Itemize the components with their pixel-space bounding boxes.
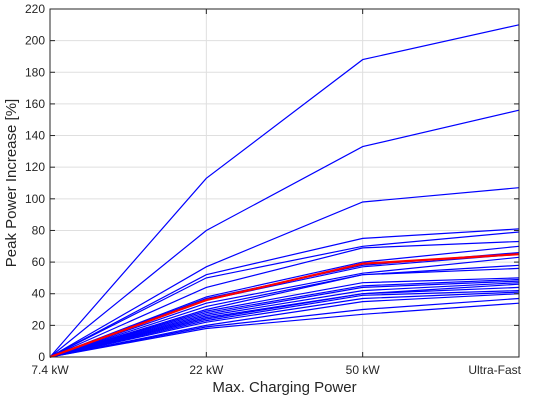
series-line bbox=[49, 280, 520, 358]
plot-frame bbox=[49, 8, 520, 358]
x-tick-label: 50 kW bbox=[346, 363, 381, 377]
series-line bbox=[49, 278, 520, 358]
series-line bbox=[49, 277, 520, 358]
series-line bbox=[49, 267, 520, 358]
series-line bbox=[49, 231, 520, 358]
x-tick-label: Ultra-Fast bbox=[468, 363, 521, 377]
y-tick-label: 80 bbox=[32, 223, 46, 237]
y-tick-label: 20 bbox=[32, 318, 46, 332]
series-line bbox=[49, 291, 520, 358]
x-tick-label: 7.4 kW bbox=[31, 363, 69, 377]
y-tick-label: 140 bbox=[25, 129, 45, 143]
y-tick-label: 60 bbox=[32, 255, 46, 269]
y-tick-label: 160 bbox=[25, 97, 45, 111]
axes: 0 20 40 60 80 100 120 140 160 180 200 220 7.4 kW 22 k… bbox=[25, 2, 522, 377]
series-line bbox=[49, 24, 520, 358]
series-line bbox=[49, 286, 520, 358]
y-tick-label: 40 bbox=[32, 287, 46, 301]
series-line bbox=[49, 293, 520, 358]
series-line bbox=[49, 290, 520, 358]
y-tick-label: 220 bbox=[25, 2, 45, 16]
y-tick-label: 180 bbox=[25, 65, 45, 79]
series-line bbox=[49, 283, 520, 358]
series-line bbox=[49, 187, 520, 358]
y-tick-label: 120 bbox=[25, 160, 45, 174]
series-line bbox=[49, 228, 520, 358]
series-line bbox=[49, 302, 520, 358]
series-lines bbox=[49, 24, 520, 359]
x-tick-label: 22 kW bbox=[189, 363, 224, 377]
y-tick-label: 100 bbox=[25, 192, 45, 206]
y-axis-label: Peak Power Increase [%] bbox=[3, 99, 20, 267]
x-axis-label: Max. Charging Power bbox=[212, 379, 356, 396]
series-line bbox=[49, 109, 520, 358]
grid-lines bbox=[49, 8, 520, 358]
series-line bbox=[49, 245, 520, 358]
series-line bbox=[49, 282, 520, 358]
series-line bbox=[49, 264, 520, 358]
y-tick-label: 0 bbox=[38, 350, 45, 364]
highlight-series-line bbox=[49, 253, 520, 359]
series-line bbox=[49, 240, 520, 358]
y-tick-label: 200 bbox=[25, 34, 45, 48]
series-line bbox=[49, 256, 520, 358]
series-line bbox=[49, 297, 520, 358]
